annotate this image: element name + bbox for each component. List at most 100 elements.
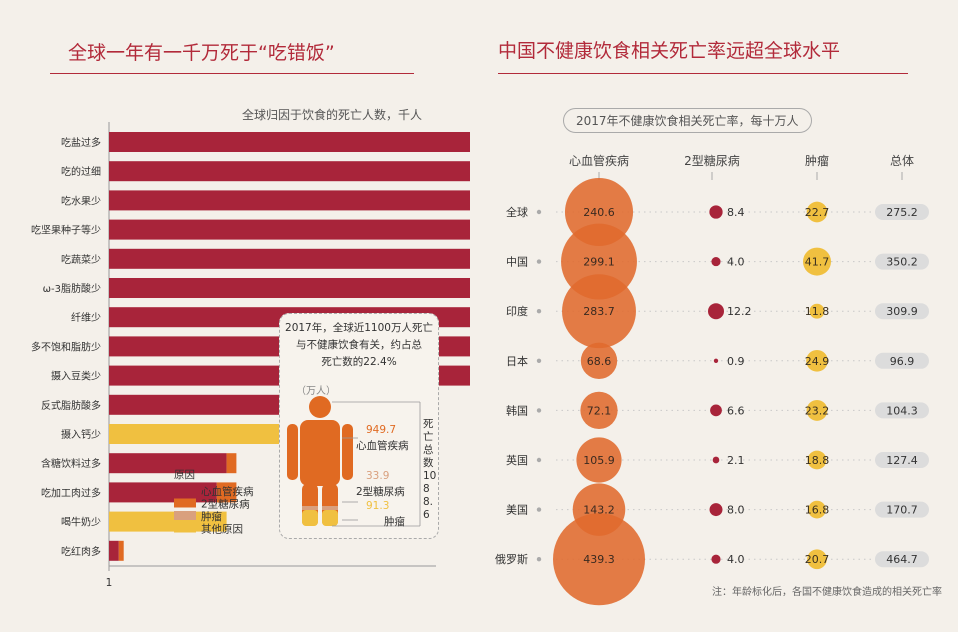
total-value-label: 127.4 [886,454,918,467]
cardio-bubble [562,274,636,349]
legend-swatch [174,511,196,520]
row-dot [536,557,542,562]
left-title: 全球一年有一千万死于“吃错饭” [68,42,335,64]
tumor-value-label: 23.2 [805,404,830,417]
row-dot [536,457,542,463]
total-pill [875,352,929,369]
bar-segment [226,453,237,474]
right-title: 中国不健康饮食相关死亡率远超全球水平 [498,40,841,62]
bar-category-label: 吃坚果种子等少 [31,224,101,237]
bar-segment [109,540,119,561]
country-label: 全球 [506,205,528,219]
right-title-rule [498,73,908,74]
column-header: 肿瘤 [805,153,829,168]
country-label: 韩国 [506,403,528,417]
bar-segment [109,190,470,211]
diabetes-value-label: 8.4 [727,206,745,219]
country-label: 日本 [506,354,528,368]
right-note: 注：年龄标化后，各国不健康饮食造成的相关死亡率 [712,587,942,598]
tumor-value-label: 11.8 [805,305,830,318]
bar-segment [109,424,296,444]
callout-unit: （万人） [296,386,336,397]
diabetes-bubble [710,404,722,417]
bar-segment [216,482,237,503]
callout-cardio-label: 心血管疾病 [356,440,409,452]
bar-category-label: 吃的过细 [61,165,101,178]
bar-segment [109,453,227,474]
bar-category-label: 吃加工肉过多 [41,486,101,499]
tumor-bubble [808,500,826,519]
total-value-label: 350.2 [886,256,918,269]
row-dot [536,408,542,413]
cardio-value-label: 143.2 [583,504,615,517]
bar-category-label: 摄入豆类少 [51,370,101,383]
bar-segment [109,278,470,298]
legend-label: 心血管疾病 [201,485,254,498]
tumor-bubble [807,549,827,570]
left-title-rule [50,73,414,74]
bar-category-label: 含糖饮料过多 [41,457,101,470]
tumor-value-label: 41.7 [805,256,830,269]
bar-category-label: 喝牛奶少 [61,516,101,529]
tumor-bubble [803,247,831,276]
cardio-value-label: 105.9 [583,454,615,467]
total-pill [875,253,929,270]
bar-category-label: 纤维少 [71,311,101,324]
row-dot [536,309,542,314]
diabetes-bubble [708,303,724,320]
tumor-bubble [806,349,828,372]
diabetes-bubble [712,456,720,464]
legend-swatch [174,486,196,495]
cardio-value-label: 240.6 [583,206,615,219]
bar-segment [109,219,470,240]
diabetes-value-label: 4.0 [727,553,745,566]
row-dot [536,209,542,215]
callout-diabetes-label: 2型糖尿病 [356,486,405,498]
row-dot [536,358,542,363]
callout-cardio-value: 949.7 [366,424,397,436]
bar-category-label: 吃盐过多 [61,136,101,149]
callout-text: 2017年，全球近1100万人死亡 与不健康饮食有关，约占总 死亡数的22.4% [282,320,436,371]
country-label: 俄罗斯 [495,553,528,566]
total-pill [875,303,929,320]
legend-swatch [174,523,196,533]
bar-category-label: 吃红肉多 [61,545,101,558]
bar-category-label: 多不饱和脂肪少 [31,340,101,353]
diabetes-bubble [713,358,719,363]
right-subtitle-pill: 2017年不健康饮食相关死亡率，每十万人 [563,108,812,133]
tumor-bubble [806,201,828,223]
total-pill [875,551,929,568]
legend-swatch [174,498,196,508]
cardio-value-label: 299.1 [583,256,615,269]
total-pill [875,501,929,518]
country-label: 中国 [506,256,528,269]
country-label: 美国 [506,504,528,517]
tumor-value-label: 18.8 [805,454,830,467]
diabetes-value-label: 0.9 [727,355,745,368]
column-header: 总体 [890,154,914,168]
diabetes-bubble [711,554,721,564]
tumor-bubble [809,303,825,319]
tumor-bubble [807,450,827,470]
callout-line-1: 2017年，全球近1100万人死亡 [285,322,433,334]
country-label: 印度 [506,304,528,318]
cardio-bubble [576,437,622,483]
bar-segment [109,161,470,182]
bar-segment [118,540,124,561]
person-figure-icon [287,396,421,527]
legend-title: 原因 [174,469,195,481]
diabetes-bubble [709,205,723,219]
tumor-value-label: 20.7 [805,553,830,566]
diabetes-value-label: 4.0 [727,256,745,269]
legend-label: 2型糖尿病 [201,498,250,511]
tumor-value-label: 16.8 [805,504,830,517]
total-pill [875,204,929,220]
total-value-label: 309.9 [886,305,918,318]
cardio-bubble [553,513,645,606]
diabetes-bubble [711,257,721,267]
callout-tumor-label: 肿瘤 [384,516,405,528]
bar-category-label: 摄入钙少 [61,428,101,441]
tumor-value-label: 24.9 [805,355,830,368]
total-value-label: 170.7 [886,504,918,517]
bar-category-label: 吃蔬菜少 [61,253,101,266]
